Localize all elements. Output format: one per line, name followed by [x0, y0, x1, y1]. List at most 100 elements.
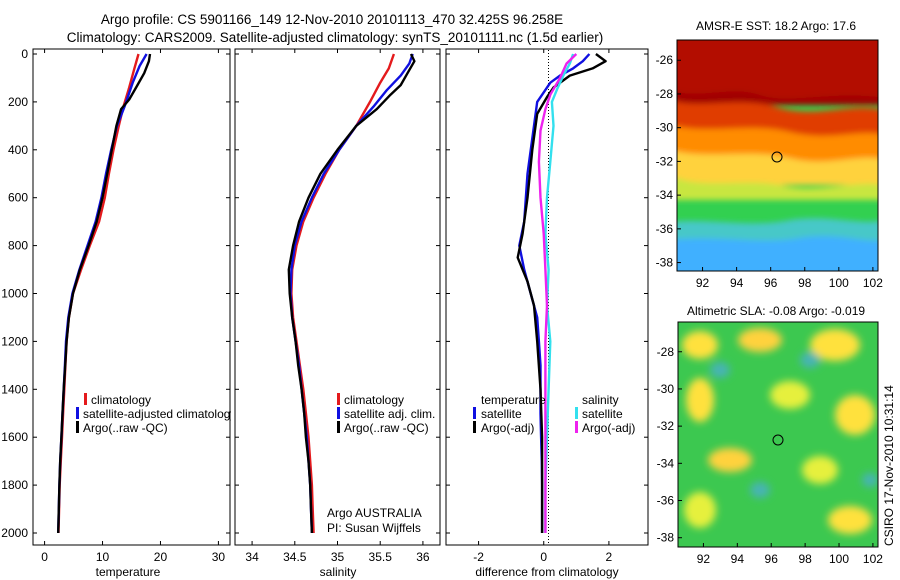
legend-swatch-satellite — [337, 407, 340, 419]
map-x-tick-label: 98 — [798, 276, 812, 290]
depth-axis: 0 200 400 600 800 1000 1200 1400 1600 1800 2000 — [1, 47, 648, 540]
map-y-tick-label: -34 — [657, 456, 675, 470]
figure-title-line2: Climatology: CARS2009. Satellite-adjuste… — [67, 30, 604, 45]
salinity-axes-box — [234, 48, 441, 546]
series-line-climatology — [57, 53, 140, 534]
map-x-tick-label: 94 — [731, 552, 745, 566]
x-tick-label: 30 — [212, 550, 226, 564]
map-x-tick-label: 96 — [764, 276, 778, 290]
legend-swatch-sal-satellite — [575, 407, 578, 419]
y-tick-label: 400 — [8, 143, 28, 157]
legend-heading-salinity: salinity — [582, 393, 619, 407]
map-y-tick-label: -38 — [657, 531, 675, 545]
map-y-tick-label: -28 — [657, 345, 675, 359]
sla-argo-marker — [772, 434, 784, 446]
legend-swatch-satellite — [76, 407, 79, 419]
y-tick-label: 1400 — [1, 382, 28, 396]
sst-map-axes: 92 94 96 98 100 102 -26 -28 -30 -32 -34 -36 -38 — [656, 53, 884, 290]
map-y-tick-label: -30 — [656, 121, 674, 135]
y-tick-label: 1800 — [1, 478, 28, 492]
difference-lines — [516, 53, 607, 533]
x-tick-label: 2 — [606, 550, 613, 564]
series-line-salinity-argo-adj- — [537, 53, 578, 533]
x-tick-label: 35 — [331, 550, 345, 564]
x-tick-label: 0 — [540, 550, 547, 564]
legend-heading-temperature: temperature — [481, 393, 546, 407]
series-line-salinity-satellite — [544, 53, 575, 533]
sst-map-panel: AMSR-E SST: 18.2 Argo: 17.6 92 94 96 98 100 1… — [656, 19, 884, 290]
legend-label-temp-argo: Argo(-adj) — [481, 421, 534, 435]
sst-map-title: AMSR-E SST: 18.2 Argo: 17.6 — [696, 19, 856, 33]
y-tick-label: 200 — [8, 95, 28, 109]
y-tick-label: 1600 — [1, 430, 28, 444]
legend-swatch-temp-argo — [473, 421, 476, 433]
x-tick-label: 36 — [416, 550, 430, 564]
map-x-tick-label: 100 — [829, 276, 849, 290]
legend-swatch-argo — [76, 421, 79, 433]
difference-axes-box — [445, 48, 649, 546]
map-y-tick-label: -36 — [656, 222, 674, 236]
map-x-tick-label: 96 — [765, 552, 779, 566]
legend-label-argo: Argo(..raw -QC) — [344, 421, 429, 435]
x-tick-label: -2 — [473, 550, 484, 564]
temperature-x-label: temperature — [96, 565, 161, 579]
map-y-tick-label: -28 — [656, 87, 674, 101]
map-y-tick-label: -38 — [656, 256, 674, 270]
map-x-tick-label: 102 — [863, 552, 883, 566]
legend-swatch-temp-satellite — [473, 407, 476, 419]
y-tick-label: 800 — [8, 239, 28, 253]
figure-title-line1: Argo profile: CS 5901166_149 12-Nov-2010… — [101, 12, 563, 27]
map-y-tick-label: -26 — [656, 53, 674, 67]
sla-map-panel: Altimetric SLA: -0.08 Argo: -0.019 — [657, 304, 884, 566]
series-line-climatology — [290, 53, 396, 534]
temperature-legend: climatology satellite-adjusted climatolo… — [76, 393, 231, 435]
legend-label-climatology: climatology — [344, 393, 404, 407]
difference-x-axis: -2 0 2 — [473, 49, 613, 564]
x-tick-label: 35.5 — [369, 550, 393, 564]
legend-swatch-climatology — [337, 393, 340, 405]
y-tick-label: 600 — [8, 191, 28, 205]
temperature-panel: 0 200 400 600 800 1000 1200 1400 1600 1800 2000 0 1… — [1, 47, 648, 579]
sst-argo-marker — [771, 151, 783, 163]
x-tick-label: 20 — [154, 550, 168, 564]
y-tick-label: 1200 — [1, 334, 28, 348]
map-y-tick-label: -30 — [657, 382, 675, 396]
series-line-argo-raw-qc- — [287, 53, 416, 534]
map-x-tick-label: 100 — [829, 552, 849, 566]
series-line-argo-raw-qc- — [57, 53, 152, 534]
y-tick-label: 0 — [21, 47, 28, 61]
sst-map-frame — [676, 39, 879, 272]
legend-swatch-sal-argo — [575, 421, 578, 433]
legend-label-sal-satellite: satellite — [582, 407, 623, 421]
y-tick-label: 2000 — [1, 526, 28, 540]
temperature-lines — [57, 53, 152, 534]
difference-panel: -2 0 2 difference from climatology tempera… — [445, 48, 649, 579]
map-x-tick-label: 102 — [863, 276, 883, 290]
legend-label-climatology: climatology — [91, 393, 151, 407]
salinity-panel: 34 34.5 35 35.5 36 salinity climatology sate… — [234, 48, 441, 579]
difference-legend: temperature satellite Argo(-adj) salinit… — [473, 393, 635, 435]
difference-x-label: difference from climatology — [475, 565, 618, 579]
series-line-temperature-argo-adj- — [516, 53, 607, 533]
legend-label-sal-argo: Argo(-adj) — [582, 421, 635, 435]
series-line-satellite-adjusted-climatology — [57, 53, 148, 534]
salinity-x-axis: 34 34.5 35 35.5 36 — [245, 49, 430, 564]
legend-label-temp-satellite: satellite — [481, 407, 522, 421]
salinity-x-label: salinity — [320, 565, 357, 579]
legend-swatch-argo — [337, 421, 340, 433]
institution-label: Argo AUSTRALIA — [327, 506, 422, 520]
y-tick-label: 1000 — [1, 287, 28, 301]
map-x-tick-label: 94 — [730, 276, 744, 290]
legend-label-argo: Argo(..raw -QC) — [83, 421, 168, 435]
map-y-tick-label: -32 — [657, 419, 675, 433]
sla-map-axes: 92 94 96 98 100 102 -28 -30 -32 -34 -36 -38 — [657, 345, 884, 566]
sla-map-frame — [677, 321, 879, 548]
map-x-tick-label: 92 — [696, 276, 710, 290]
x-tick-label: 0 — [41, 550, 48, 564]
sla-heatmap — [678, 322, 878, 547]
map-y-tick-label: -32 — [656, 154, 674, 168]
salinity-legend: climatology satellite adj. clim. Argo(..… — [337, 393, 435, 435]
map-y-tick-label: -34 — [656, 188, 674, 202]
legend-swatch-climatology — [84, 393, 87, 405]
